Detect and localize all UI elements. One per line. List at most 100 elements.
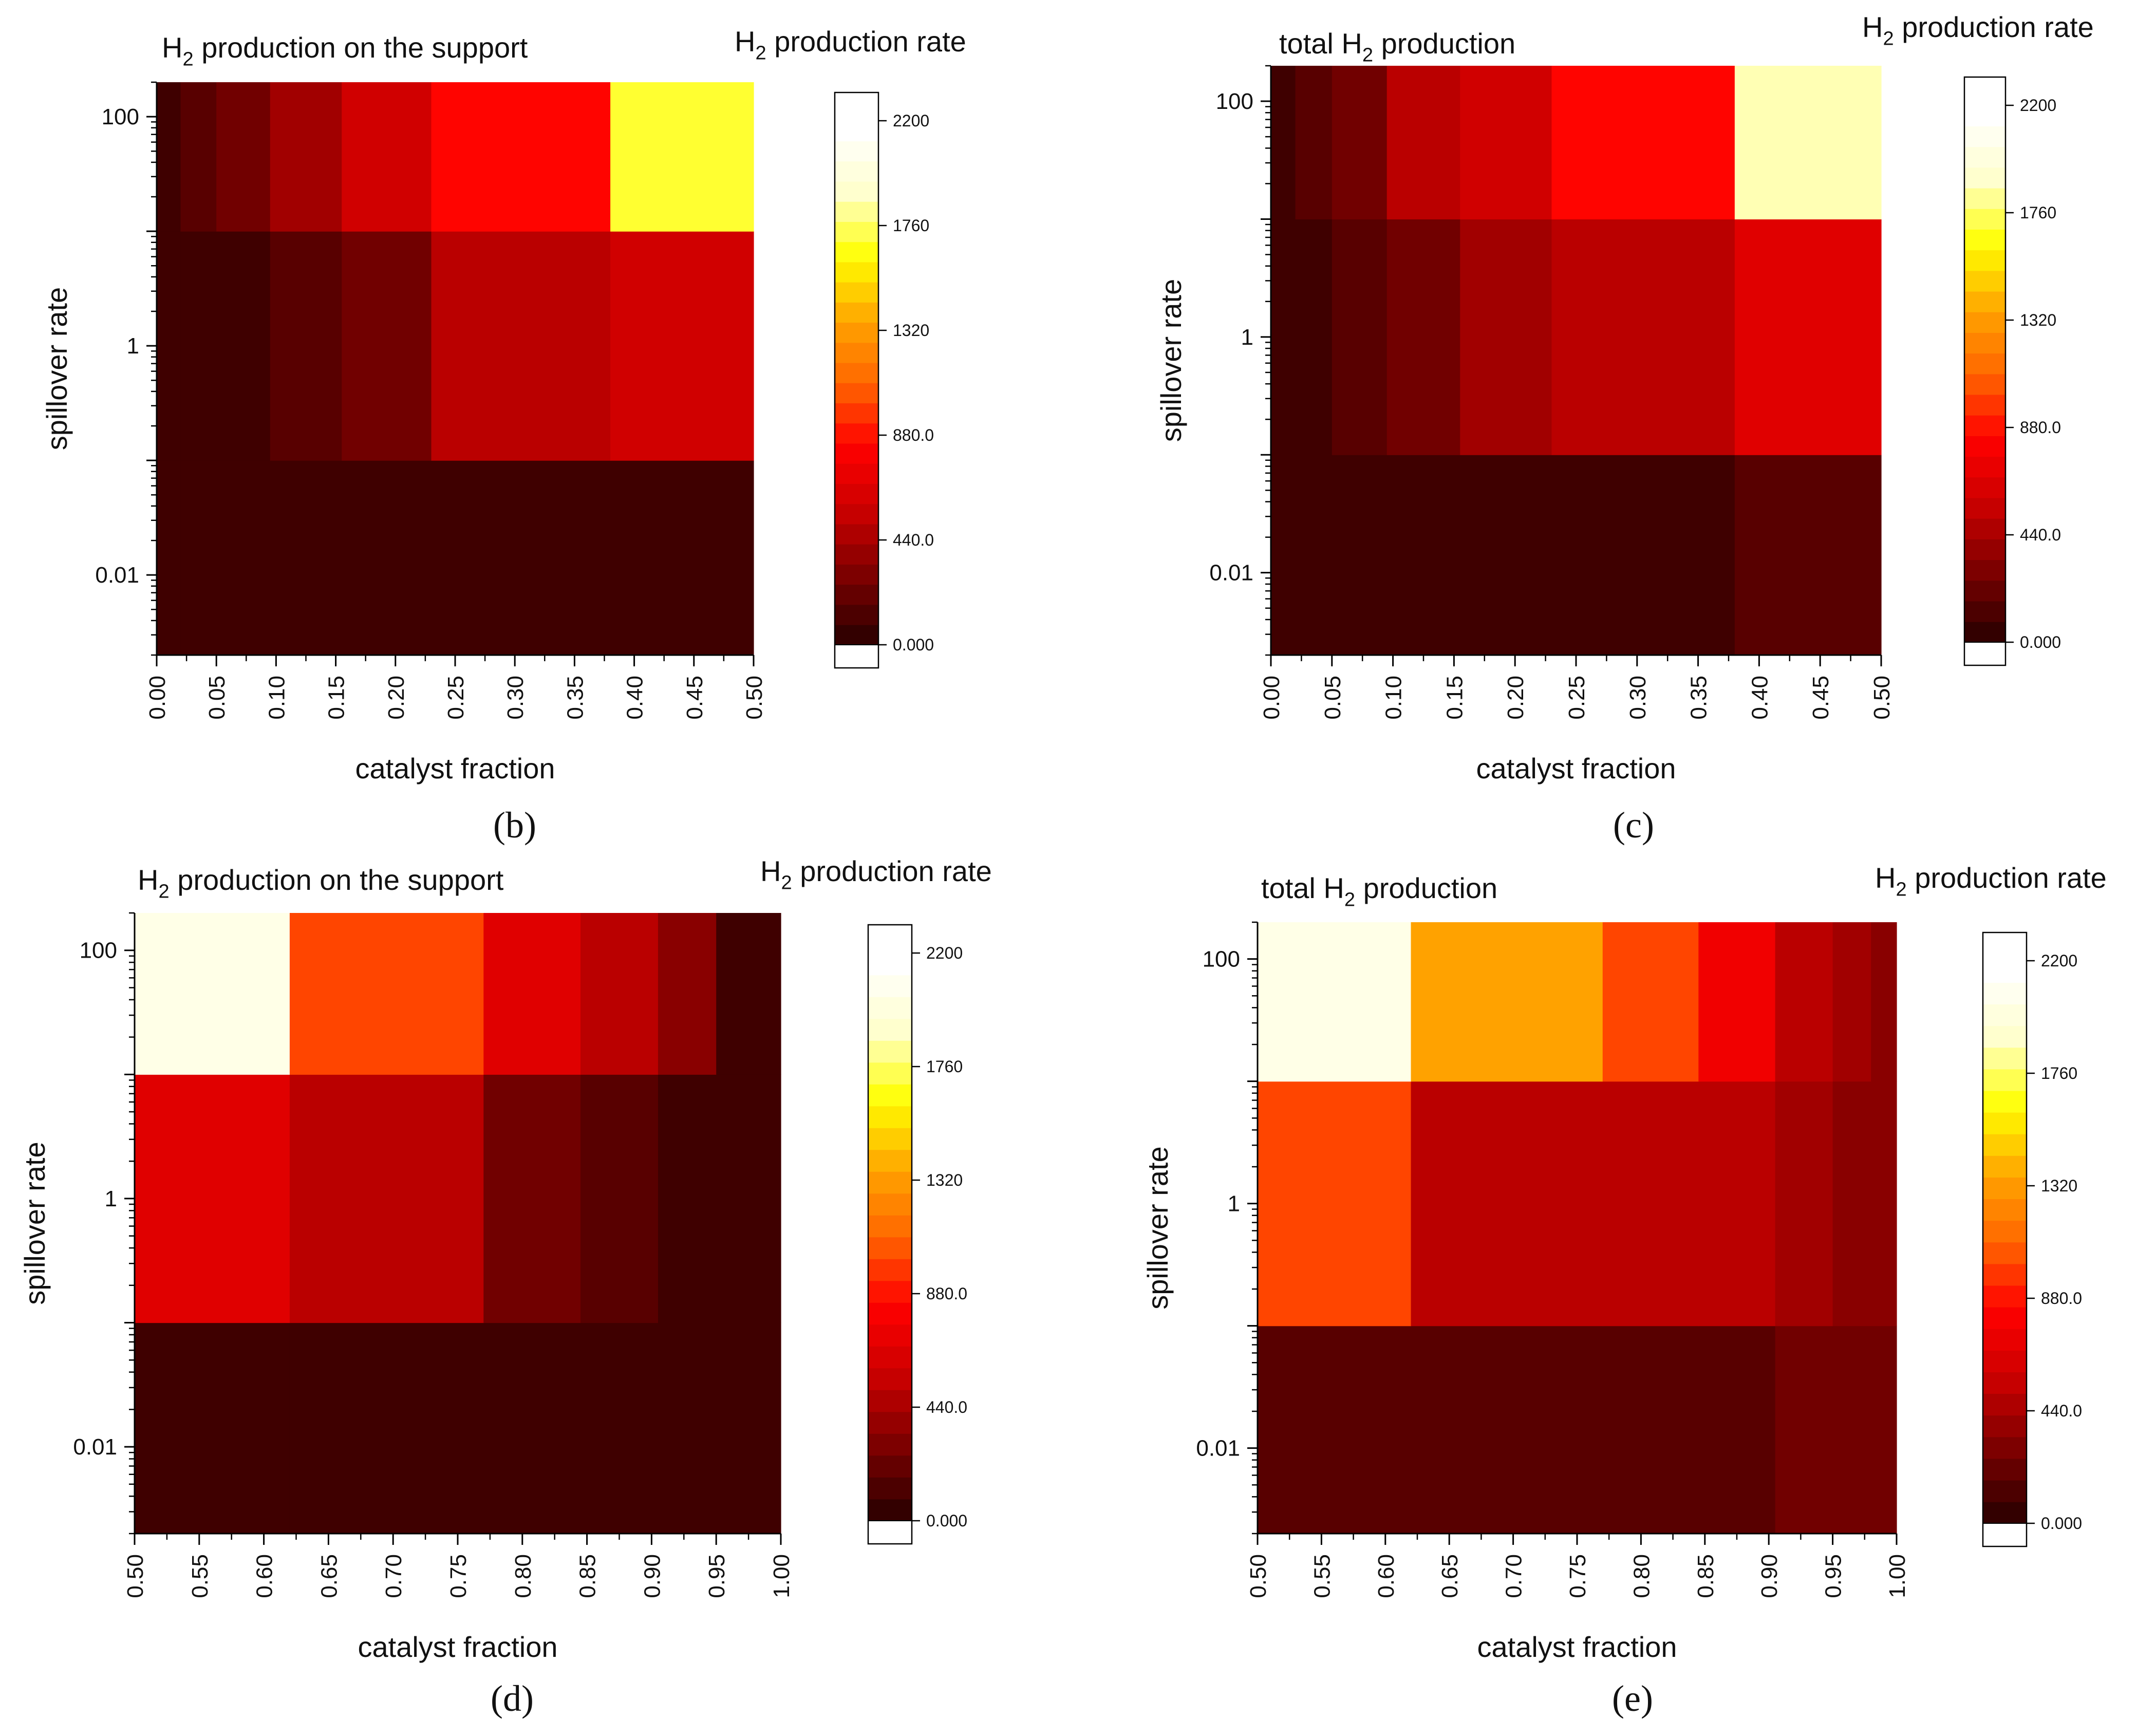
colorbar-step	[1964, 559, 2005, 581]
heatmap-cell	[342, 460, 432, 656]
heatmap-cell	[135, 913, 290, 1075]
x-tick-label: 0.50	[123, 1554, 148, 1598]
colorbar-tick-label: 0.000	[893, 636, 934, 654]
x-tick-label: 0.25	[443, 676, 468, 720]
x-tick-label: 0.70	[381, 1554, 406, 1598]
colorbar-step	[1964, 580, 2005, 602]
heatmap-cell	[716, 1074, 756, 1323]
colorbar-step	[1983, 1177, 2027, 1200]
colorbar-step	[1983, 1112, 2027, 1134]
heatmap-cell	[1332, 66, 1388, 220]
colorbar-tick-label: 1320	[926, 1171, 963, 1189]
heatmap-cell	[1258, 922, 1412, 1082]
x-tick-label: 0.40	[1747, 676, 1772, 720]
heatmap-cell	[342, 231, 432, 461]
x-tick-label: 0.40	[623, 676, 648, 720]
colorbar-step	[835, 443, 878, 464]
y-tick-label: 1	[127, 333, 139, 359]
heatmap-cell	[1295, 219, 1333, 455]
heatmap-cell	[1551, 66, 1735, 220]
x-tick-label: 0.55	[1309, 1554, 1335, 1598]
y-tick-label: 100	[1203, 947, 1240, 972]
colorbar-step	[835, 624, 878, 645]
heatmap-cell	[1734, 219, 1882, 455]
colorbar-title-main: H	[1862, 11, 1883, 43]
heatmap-cell	[216, 231, 271, 461]
heatmap-cell	[610, 82, 754, 232]
colorbar-step	[1983, 1025, 2027, 1048]
heatmap-cell	[716, 1322, 756, 1534]
y-tick-label: 1	[1241, 325, 1253, 350]
colorbar-step	[835, 483, 878, 505]
x-tick-label: 0.20	[384, 676, 409, 720]
colorbar-tick-label: 1760	[2041, 1064, 2077, 1082]
panel-c-chart: 0.00 0.05 0.10 0.15 0.20 0.25 0.30 0.35 0.40 0.45…	[1155, 11, 2094, 846]
colorbar-step	[868, 975, 912, 997]
heatmap-cell	[483, 1074, 581, 1323]
colorbar-step	[835, 383, 878, 404]
x-tick-label: 0.90	[1757, 1554, 1782, 1598]
heatmap-cell	[289, 1322, 484, 1534]
heatmap-cell	[1775, 922, 1833, 1082]
heatmap-cell	[1271, 455, 1296, 656]
y-tick-label: 0.01	[1196, 1436, 1240, 1461]
heatmap-cell	[1551, 219, 1735, 455]
heatmap-cell	[716, 913, 756, 1075]
colorbar: 2200 1760 1320 880.0 440.0 0.000	[1982, 931, 2082, 1547]
x-axis-label: catalyst fraction	[358, 1631, 557, 1663]
colorbar-step	[868, 953, 912, 976]
colorbar-tick-label: 880.0	[926, 1284, 967, 1303]
colorbar-step	[868, 1106, 912, 1128]
colorbar-frame	[834, 91, 879, 669]
colorbar-step	[1983, 1306, 2027, 1329]
heatmap-cell	[658, 1322, 717, 1534]
heatmap-cell	[1460, 219, 1552, 455]
chart-title-rest: production on the support	[170, 864, 504, 896]
y-axis-label: spillover rate	[41, 287, 73, 450]
colorbar-step	[1983, 1436, 2027, 1459]
colorbar-title-rest: production rate	[1894, 11, 2094, 43]
heatmap-cell	[1775, 1081, 1833, 1327]
colorbar-step	[1964, 311, 2005, 333]
x-tick-label: 0.10	[1381, 676, 1407, 720]
colorbar-step	[868, 1171, 912, 1194]
heatmap-cell	[658, 1074, 717, 1323]
colorbar-title: H2 production rate	[760, 855, 992, 894]
colorbar-step	[1983, 1415, 2027, 1438]
colorbar-overflow-low	[835, 645, 878, 668]
x-tick-label: 0.80	[511, 1554, 536, 1598]
heatmap-cell	[1871, 922, 1897, 1082]
heatmap-cell	[1386, 66, 1460, 220]
colorbar-step	[835, 181, 878, 202]
heatmap-cell	[431, 231, 611, 461]
chart-title-subscript: 2	[1362, 45, 1373, 66]
colorbar-title-subscript: 2	[781, 872, 792, 894]
colorbar-step	[868, 1390, 912, 1412]
chart-title-subscript: 2	[182, 49, 193, 70]
x-tick-label: 0.05	[204, 676, 230, 720]
x-tick-label: 1.00	[1885, 1554, 1910, 1598]
heatmap-cell	[755, 1322, 781, 1534]
chart-title-main: total H	[1279, 27, 1362, 60]
colorbar-step	[1983, 1263, 2027, 1286]
heatmap-cell	[180, 82, 217, 232]
colorbar-step	[868, 1302, 912, 1325]
x-tick-label: 0.20	[1503, 676, 1528, 720]
colorbar-overflow-low	[868, 1521, 912, 1544]
colorbar-step	[1964, 291, 2005, 312]
colorbar-step	[1964, 374, 2005, 395]
colorbar-step	[868, 1084, 912, 1107]
colorbar-step	[1964, 105, 2005, 126]
x-tick-label: 0.85	[1693, 1554, 1718, 1598]
y-tick-label: 100	[102, 104, 139, 129]
colorbar: 2200 1760 1320 880.0 440.0 0.000	[834, 91, 934, 669]
x-tick-label: 0.05	[1320, 676, 1345, 720]
x-tick-label: 0.35	[1686, 676, 1712, 720]
colorbar-step	[1964, 146, 2005, 168]
heatmap-cell	[610, 231, 754, 461]
colorbar-step	[1964, 188, 2005, 209]
colorbar-tick-label: 880.0	[2020, 418, 2061, 437]
x-axis-label: catalyst fraction	[1476, 752, 1676, 785]
colorbar-step	[868, 1499, 912, 1521]
x-tick-label: 0.15	[324, 676, 349, 720]
